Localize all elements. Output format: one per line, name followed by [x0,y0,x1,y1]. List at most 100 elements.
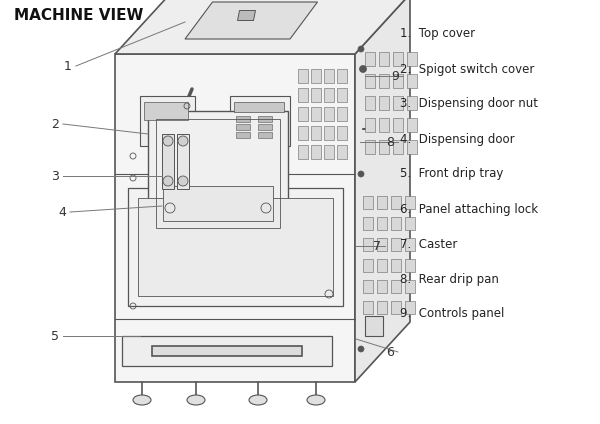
Polygon shape [391,238,401,251]
Polygon shape [405,217,415,230]
Polygon shape [393,118,403,132]
Bar [236,116,250,122]
Bar [258,116,272,122]
Polygon shape [407,52,417,66]
Polygon shape [363,259,373,272]
Polygon shape [377,259,387,272]
Text: 7.  Caster: 7. Caster [400,237,457,251]
Polygon shape [391,259,401,272]
Bar [163,186,273,221]
Polygon shape [238,11,256,20]
Bar [298,69,308,83]
Polygon shape [407,118,417,132]
Bar [324,107,334,121]
Polygon shape [379,140,389,154]
Text: 4: 4 [58,206,66,218]
Text: 2.  Spigot switch cover: 2. Spigot switch cover [400,62,535,75]
Ellipse shape [133,395,151,405]
Circle shape [358,46,364,52]
Polygon shape [379,52,389,66]
Bar [324,145,334,159]
Polygon shape [377,280,387,293]
Text: 5.  Front drip tray: 5. Front drip tray [400,167,503,181]
Polygon shape [363,238,373,251]
Bar [258,124,272,130]
Bar [324,69,334,83]
Bar [298,107,308,121]
Bar [311,107,321,121]
Text: 6: 6 [386,346,394,359]
Text: 9: 9 [391,70,399,83]
Polygon shape [407,74,417,88]
Bar [365,316,383,336]
Bar [311,88,321,102]
Bar [236,124,250,130]
Circle shape [163,176,173,186]
Text: 4.  Dispensing door: 4. Dispensing door [400,132,515,145]
Bar [311,126,321,140]
Polygon shape [391,196,401,209]
Polygon shape [405,259,415,272]
Bar [162,134,174,189]
Text: 8: 8 [386,136,394,148]
Polygon shape [379,74,389,88]
Polygon shape [365,74,375,88]
Bar [140,96,195,146]
Text: 3: 3 [51,170,59,182]
Polygon shape [391,217,401,230]
Polygon shape [363,196,373,209]
Polygon shape [405,280,415,293]
Polygon shape [365,140,375,154]
Bar [148,111,288,236]
Polygon shape [379,96,389,110]
Bar [298,126,308,140]
Polygon shape [393,140,403,154]
Polygon shape [405,238,415,251]
Bar [152,346,302,356]
Bar [144,102,188,120]
Ellipse shape [307,395,325,405]
Bar [230,96,290,146]
Bar [258,132,272,138]
Polygon shape [365,96,375,110]
Bar [324,88,334,102]
Polygon shape [363,301,373,314]
Text: 5: 5 [51,329,59,343]
Bar [122,336,332,366]
Circle shape [359,65,367,73]
Bar [298,145,308,159]
Bar [156,119,280,228]
Polygon shape [393,52,403,66]
Text: 1: 1 [64,59,72,73]
Polygon shape [393,96,403,110]
Polygon shape [407,140,417,154]
Bar [234,102,284,112]
Bar [337,126,347,140]
Polygon shape [377,217,387,230]
Polygon shape [115,54,355,382]
Text: 9.  Controls panel: 9. Controls panel [400,307,505,321]
Bar [298,88,308,102]
Text: 2: 2 [51,117,59,131]
Polygon shape [185,2,317,39]
Polygon shape [393,74,403,88]
Polygon shape [379,118,389,132]
Polygon shape [355,0,410,382]
Ellipse shape [187,395,205,405]
Polygon shape [365,52,375,66]
Bar [138,198,333,296]
Polygon shape [363,217,373,230]
Bar [337,107,347,121]
Polygon shape [377,238,387,251]
Ellipse shape [249,395,267,405]
Polygon shape [391,301,401,314]
Polygon shape [407,96,417,110]
Text: 7: 7 [373,240,381,253]
Polygon shape [391,280,401,293]
Polygon shape [405,196,415,209]
Bar [337,145,347,159]
Polygon shape [405,301,415,314]
Circle shape [178,136,188,146]
Bar [128,188,343,306]
Text: 6.  Panel attaching lock: 6. Panel attaching lock [400,203,538,215]
